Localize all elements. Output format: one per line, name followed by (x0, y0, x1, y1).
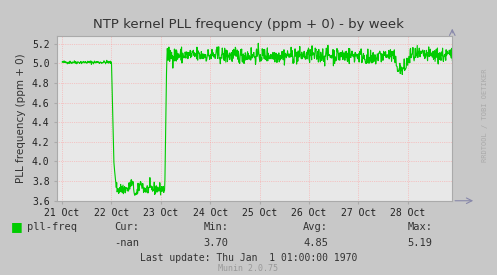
Text: Max:: Max: (408, 222, 432, 232)
Text: RRDTOOL / TOBI OETIKER: RRDTOOL / TOBI OETIKER (482, 69, 488, 162)
Text: Min:: Min: (204, 222, 229, 232)
Text: Munin 2.0.75: Munin 2.0.75 (219, 264, 278, 273)
Text: 5.19: 5.19 (408, 238, 432, 248)
Text: NTP kernel PLL frequency (ppm + 0) - by week: NTP kernel PLL frequency (ppm + 0) - by … (93, 18, 404, 31)
Text: 3.70: 3.70 (204, 238, 229, 248)
Text: Last update: Thu Jan  1 01:00:00 1970: Last update: Thu Jan 1 01:00:00 1970 (140, 253, 357, 263)
Text: 4.85: 4.85 (303, 238, 328, 248)
Text: ■: ■ (11, 220, 23, 233)
Text: Avg:: Avg: (303, 222, 328, 232)
Text: -nan: -nan (114, 238, 139, 248)
Text: Cur:: Cur: (114, 222, 139, 232)
Text: pll-freq: pll-freq (27, 222, 78, 232)
Y-axis label: PLL frequency (ppm + 0): PLL frequency (ppm + 0) (16, 53, 26, 183)
